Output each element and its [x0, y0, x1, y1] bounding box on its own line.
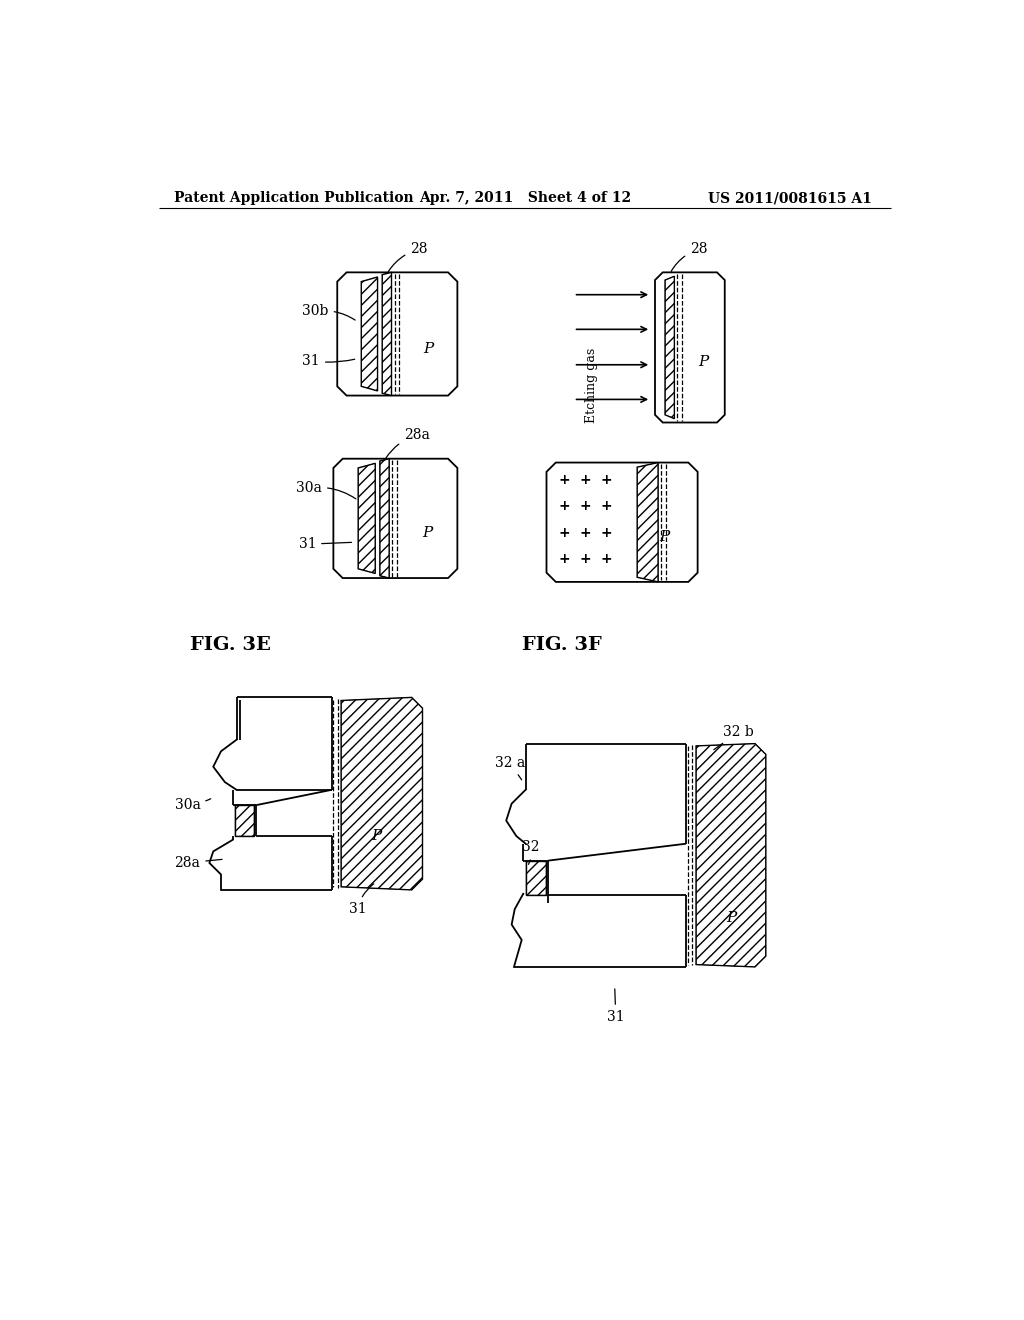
Polygon shape — [696, 743, 766, 966]
Text: 32 a: 32 a — [495, 755, 525, 780]
Text: FIG. 3F: FIG. 3F — [521, 636, 601, 653]
Polygon shape — [380, 459, 389, 578]
Text: 31: 31 — [299, 537, 351, 552]
Text: 31: 31 — [302, 354, 354, 368]
Text: 31: 31 — [349, 884, 374, 916]
Text: 32: 32 — [521, 841, 540, 865]
Text: 28: 28 — [388, 242, 428, 272]
Text: +: + — [580, 474, 591, 487]
Polygon shape — [361, 277, 378, 391]
Text: Apr. 7, 2011   Sheet 4 of 12: Apr. 7, 2011 Sheet 4 of 12 — [419, 191, 631, 206]
Text: +: + — [580, 499, 591, 513]
Polygon shape — [637, 462, 658, 582]
Text: 30b: 30b — [302, 305, 355, 319]
Text: P: P — [698, 355, 709, 370]
Text: 30a: 30a — [174, 799, 211, 812]
Text: +: + — [600, 499, 612, 513]
Text: +: + — [580, 552, 591, 566]
Text: +: + — [558, 552, 570, 566]
Polygon shape — [234, 805, 254, 836]
Polygon shape — [358, 463, 375, 573]
Text: Etching gas: Etching gas — [586, 347, 598, 422]
Polygon shape — [382, 272, 391, 396]
Text: +: + — [580, 525, 591, 540]
Text: 31: 31 — [607, 989, 625, 1024]
Text: 28: 28 — [671, 242, 708, 272]
Text: 30a: 30a — [296, 480, 356, 499]
Polygon shape — [525, 861, 546, 895]
Text: P: P — [371, 829, 381, 843]
Text: P: P — [726, 911, 736, 925]
Text: +: + — [600, 474, 612, 487]
Polygon shape — [665, 276, 675, 418]
Text: +: + — [558, 499, 570, 513]
Text: P: P — [659, 529, 670, 544]
Text: US 2011/0081615 A1: US 2011/0081615 A1 — [709, 191, 872, 206]
Polygon shape — [341, 697, 423, 890]
Text: 28a: 28a — [174, 855, 222, 870]
Text: Patent Application Publication: Patent Application Publication — [174, 191, 414, 206]
Text: +: + — [600, 552, 612, 566]
Text: +: + — [558, 525, 570, 540]
Text: P: P — [423, 342, 433, 356]
Text: 28a: 28a — [386, 429, 430, 458]
Text: P: P — [422, 525, 432, 540]
Text: +: + — [600, 525, 612, 540]
Text: 32 b: 32 b — [714, 725, 754, 750]
Text: +: + — [558, 474, 570, 487]
Text: FIG. 3E: FIG. 3E — [190, 636, 271, 653]
